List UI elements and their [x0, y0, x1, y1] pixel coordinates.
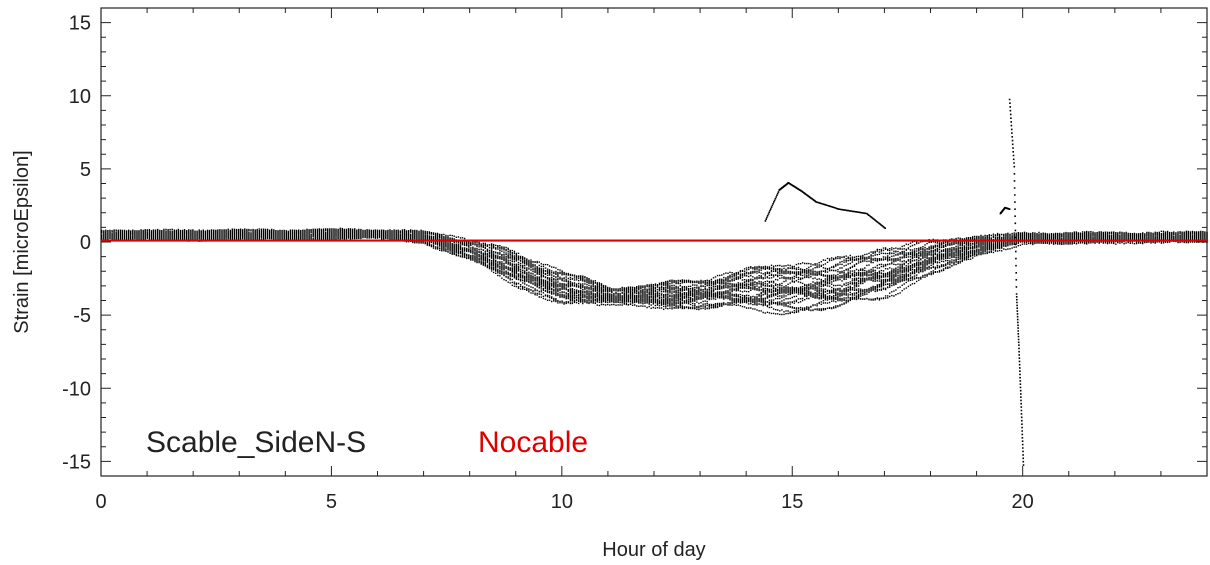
y-tick-label: 15	[69, 13, 91, 35]
y-tick-label: 5	[80, 159, 91, 181]
scatter-series	[101, 98, 1208, 466]
scable-data-points	[101, 98, 1208, 466]
axis-ticks	[100, 7, 1208, 477]
x-tick-label: 15	[781, 491, 803, 513]
y-tick-label: -10	[62, 378, 91, 400]
x-tick-label: 0	[95, 491, 106, 513]
x-tick-label: 10	[551, 491, 573, 513]
axis-tick-labels: 0 5 10 15 20 -15 -10 -5 0 5 10 15	[62, 13, 1034, 513]
y-tick-label: 10	[69, 86, 91, 108]
y-tick-label: -15	[62, 451, 91, 473]
x-axis-label: Hour of day	[602, 539, 705, 561]
legend-scable: Scable_SideN-S	[146, 426, 366, 459]
x-tick-label: 20	[1012, 491, 1034, 513]
y-tick-label: -5	[73, 305, 91, 327]
x-tick-label: 5	[326, 491, 337, 513]
legend-nocable: Nocable	[478, 426, 588, 459]
y-tick-label: 0	[80, 232, 91, 254]
y-axis-label: Strain [microEpsilon]	[11, 150, 33, 333]
